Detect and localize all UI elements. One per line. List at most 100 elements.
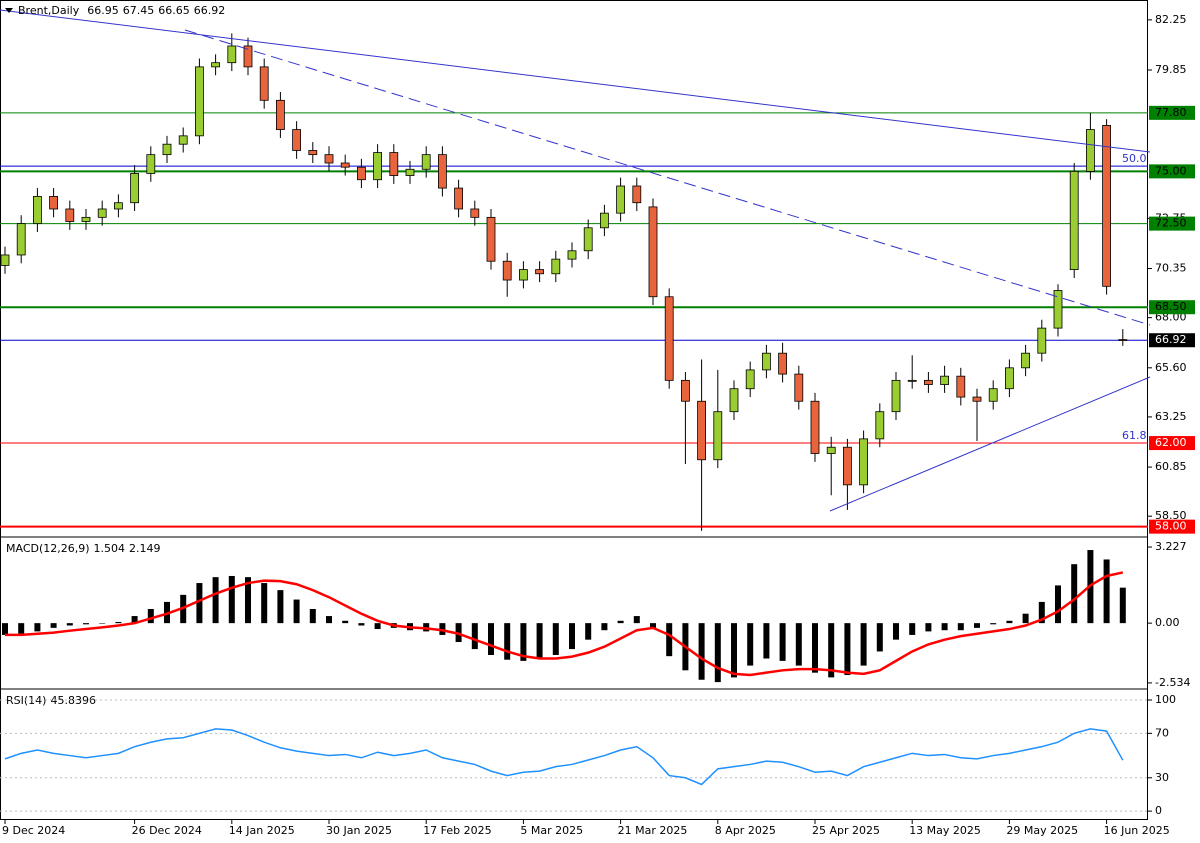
current-price-box	[1149, 333, 1195, 348]
macd-bar	[860, 623, 867, 666]
macd-bar	[569, 623, 575, 650]
candle-body	[389, 152, 399, 176]
macd-bar	[714, 623, 721, 683]
candle-body	[340, 162, 350, 168]
candle-body	[535, 269, 544, 275]
candle-body	[356, 166, 366, 181]
macd-bar	[909, 623, 916, 635]
support-line	[829, 376, 1151, 512]
low-value: 66.65	[158, 4, 190, 17]
candle-body	[875, 411, 885, 440]
level-label-box	[1149, 164, 1195, 179]
x-tick-label: 25 Apr 2025	[812, 824, 880, 837]
candle-body	[794, 373, 804, 402]
candle-body	[454, 187, 464, 210]
trendlines	[0, 9, 1151, 512]
candle-body	[988, 388, 998, 402]
macd-bar	[1119, 587, 1126, 624]
level-label-box	[1149, 300, 1195, 315]
level-label: 75.00	[1155, 164, 1187, 177]
y-tick-label: 63.25	[1155, 410, 1187, 423]
candle-body	[275, 99, 285, 130]
macd-bar	[374, 623, 381, 630]
y-tick-label: 65.60	[1155, 361, 1187, 374]
candle-body	[632, 185, 642, 204]
level-label: 58.00	[1155, 520, 1187, 533]
macd-bar	[66, 623, 73, 626]
x-tick-label: 16 Jun 2025	[1104, 824, 1170, 837]
macd-bar	[245, 577, 251, 624]
candle-body	[567, 250, 577, 260]
macd-bar	[925, 623, 932, 632]
trendline	[0, 9, 1151, 153]
y-tick-label: 0	[1155, 804, 1162, 817]
y-tick-label: 70.35	[1155, 262, 1187, 275]
price-pane	[0, 33, 1148, 531]
candle-body	[114, 202, 123, 210]
candle-body	[243, 45, 253, 68]
candle-body	[616, 185, 625, 214]
x-tick-label: 5 Mar 2025	[520, 824, 583, 837]
macd-bar	[650, 623, 656, 628]
candle-body	[162, 143, 172, 156]
macd-bar	[34, 623, 41, 632]
rsi-value: 45.8396	[50, 694, 96, 707]
macd-bar	[228, 575, 235, 624]
candle-body	[421, 154, 431, 170]
macd-bar	[812, 623, 818, 673]
macd-bar	[342, 620, 349, 624]
level-label: 72.50	[1155, 217, 1187, 230]
x-tick-label: 13 May 2025	[909, 824, 981, 837]
candle-body	[16, 223, 26, 256]
macd-title: MACD(12,26,9)	[6, 542, 90, 555]
candle-body	[1069, 170, 1079, 270]
high-value: 67.45	[123, 4, 155, 17]
plot-frame	[0, 0, 1148, 820]
trendline-dashed	[184, 29, 1151, 326]
candle-body	[940, 375, 949, 385]
candle-body	[194, 66, 204, 137]
candle-body	[211, 62, 221, 68]
y-tick-label: 58.50	[1155, 509, 1187, 522]
macd-signal	[5, 571, 1124, 677]
macd-bar	[795, 623, 802, 666]
macd-bar	[18, 623, 25, 634]
candle-body	[729, 388, 739, 413]
candle-body	[924, 379, 933, 385]
candle-body	[762, 352, 771, 371]
candle-body	[697, 400, 706, 461]
candle-body	[97, 208, 107, 218]
candle-body	[227, 45, 237, 64]
candle-body	[308, 150, 318, 156]
macd-bar	[293, 599, 300, 624]
macd-bar	[520, 623, 527, 661]
macd-bar	[893, 623, 899, 640]
candle-body	[891, 379, 901, 413]
macd-bar	[131, 616, 138, 624]
candle-body	[33, 196, 42, 225]
candle-body	[519, 269, 528, 281]
candle-body	[146, 154, 156, 174]
candle-body	[259, 66, 269, 101]
candle-body	[1053, 290, 1063, 329]
y-tick-label: 70	[1155, 726, 1169, 739]
macd-bar	[779, 623, 786, 661]
candle-body	[292, 129, 302, 151]
candle-body	[65, 208, 75, 222]
candle-body	[437, 154, 447, 189]
candle-body	[551, 258, 561, 275]
candle-body	[1118, 339, 1128, 341]
candle-body	[648, 206, 658, 298]
candle-body	[810, 400, 820, 454]
candle-body	[826, 446, 836, 454]
macd-bar	[2, 623, 8, 635]
candle-body	[502, 260, 512, 281]
macd-bar	[1006, 620, 1013, 624]
x-tick-label: 21 Mar 2025	[618, 824, 688, 837]
menu-arrow[interactable]	[5, 8, 13, 13]
macd-bar	[83, 623, 89, 625]
candle-body	[907, 379, 917, 382]
candle-body	[745, 369, 755, 390]
macd-bar	[763, 623, 770, 659]
candle-body	[486, 216, 496, 262]
